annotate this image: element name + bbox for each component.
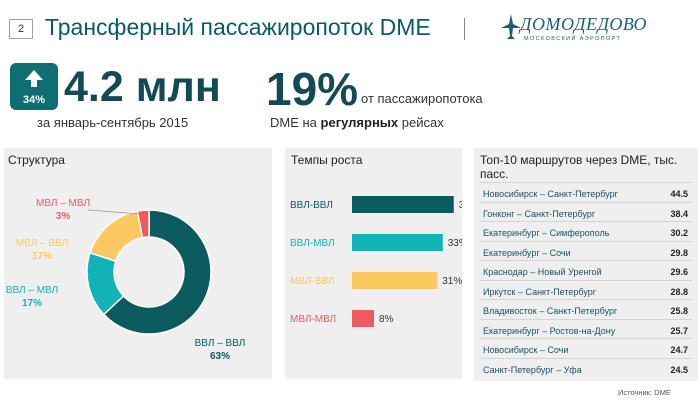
route-name: Иркутск – Санкт-Петербург bbox=[483, 286, 597, 297]
logo-name: ДОМОДЕДОВО bbox=[520, 14, 648, 34]
bar-category-4: МВЛ-МВЛ bbox=[290, 314, 336, 325]
bar-value-1: 37% bbox=[459, 200, 462, 211]
route-value: 29.8 bbox=[670, 247, 688, 258]
bar-category-2: ВВЛ-МВЛ bbox=[290, 238, 335, 249]
logo-subtitle: МОСКОВСКИЙ АЭРОПОРТ bbox=[524, 36, 622, 42]
bar-value-2: 33% bbox=[448, 238, 462, 249]
bar-category-3: МВЛ-ВВЛ bbox=[290, 276, 335, 287]
route-name: Новосибирск – Санкт-Петербург bbox=[483, 189, 618, 199]
bar-value-4: 8% bbox=[379, 314, 394, 325]
route-value: 44.5 bbox=[670, 189, 688, 199]
route-name: Екатеринбург – Ростов-на-Дону bbox=[483, 325, 616, 336]
donut-value-4: 3% bbox=[56, 211, 71, 222]
row-separator bbox=[480, 338, 692, 339]
donut-label-1: ВВЛ – ВВЛ bbox=[195, 338, 246, 349]
routes-panel: Топ-10 маршрутов через DME, тыс. пасс. Н… bbox=[474, 148, 698, 381]
route-name: Владивосток – Санкт-Петербург bbox=[483, 306, 618, 316]
row-separator bbox=[480, 240, 692, 242]
row-separator bbox=[480, 201, 692, 203]
page-title: Трансферный пассажиропоток DME bbox=[45, 14, 431, 40]
share-description-bold: регулярных bbox=[320, 115, 399, 130]
bar-2 bbox=[352, 234, 443, 251]
row-separator bbox=[480, 318, 692, 320]
donut-value-3: 17% bbox=[32, 251, 52, 262]
structure-panel: Структура ВВЛ – ВВЛ 63% ВВЛ – МВЛ 17% МВЛ – … bbox=[4, 148, 272, 379]
headline-value: 4.2 млн bbox=[64, 63, 221, 111]
bar-3 bbox=[352, 272, 438, 289]
bar-category-1: ВВЛ-ВВЛ bbox=[290, 200, 333, 211]
bar-4 bbox=[352, 310, 374, 327]
structure-title: Структура bbox=[8, 153, 65, 167]
donut-slice-4 bbox=[136, 209, 150, 239]
growth-panel: Темпы роста ВВЛ-ВВЛ 37% ВВЛ-МВЛ 33% МВЛ-ВВЛ 3… bbox=[285, 148, 462, 379]
route-value: 24.5 bbox=[670, 364, 688, 375]
share-description-line2: DME на регулярных рейсах bbox=[270, 115, 444, 130]
header-divider bbox=[464, 18, 465, 40]
structure-donut-chart: ВВЛ – ВВЛ 63% ВВЛ – МВЛ 17% МВЛ – ВВЛ 17% МВЛ … bbox=[6, 198, 246, 362]
bar-1 bbox=[352, 196, 454, 213]
growth-badge-value: 34% bbox=[23, 94, 45, 106]
row-separator bbox=[480, 279, 692, 281]
share-value: 19% bbox=[266, 63, 359, 115]
bar-value-3: 31% bbox=[442, 276, 462, 287]
row-separator bbox=[480, 299, 692, 300]
donut-value-2: 17% bbox=[22, 298, 42, 309]
donut-slice-1 bbox=[102, 209, 212, 335]
source-note: Источник: DME bbox=[618, 388, 671, 397]
row-separator bbox=[480, 221, 692, 222]
route-value: 25.8 bbox=[670, 306, 688, 316]
route-name: Гонконг – Санкт-Петербург bbox=[483, 208, 596, 219]
routes-title: Топ-10 маршрутов через DME, тыс. пасс. bbox=[480, 153, 678, 181]
donut-value-1: 63% bbox=[210, 351, 230, 362]
page-number: 2 bbox=[9, 19, 33, 39]
leader-line bbox=[87, 209, 141, 215]
route-value: 25.7 bbox=[670, 325, 688, 336]
growth-badge: 34% bbox=[10, 63, 58, 110]
route-value: 29.6 bbox=[670, 267, 688, 277]
route-name: Санкт-Петербург – Уфа bbox=[483, 364, 582, 375]
airport-logo: ДОМОДЕДОВО МОСКОВСКИЙ АЭРОПОРТ bbox=[500, 12, 650, 48]
route-name: Екатеринбург – Симферополь bbox=[483, 228, 610, 238]
route-name: Екатеринбург – Сочи bbox=[483, 247, 571, 258]
share-description-line1: от пассажиропотока bbox=[361, 91, 483, 106]
growth-bar-chart: ВВЛ-ВВЛ 37% ВВЛ-МВЛ 33% МВЛ-ВВЛ 31% МВЛ-МВЛ 8% bbox=[290, 196, 462, 327]
route-name: Краснодар – Новый Уренгой bbox=[483, 267, 602, 277]
row-separator bbox=[480, 260, 692, 261]
route-value: 38.4 bbox=[670, 208, 688, 219]
route-value: 24.7 bbox=[670, 345, 688, 355]
plane-logo-icon bbox=[501, 14, 521, 39]
headline-period: за январь-сентябрь 2015 bbox=[37, 115, 189, 130]
row-separator bbox=[480, 182, 692, 183]
up-arrow-icon bbox=[25, 70, 43, 87]
donut-label-4: МВЛ – МВЛ bbox=[36, 198, 90, 209]
donut-slice-3 bbox=[89, 210, 144, 263]
route-value: 30.2 bbox=[670, 228, 688, 238]
donut-label-2: ВВЛ – МВЛ bbox=[6, 285, 58, 296]
row-separator bbox=[480, 357, 692, 359]
growth-title: Темпы роста bbox=[291, 153, 363, 167]
route-value: 28.8 bbox=[670, 286, 688, 297]
route-name: Новосибирск – Сочи bbox=[483, 345, 569, 355]
donut-label-3: МВЛ – ВВЛ bbox=[16, 238, 68, 249]
